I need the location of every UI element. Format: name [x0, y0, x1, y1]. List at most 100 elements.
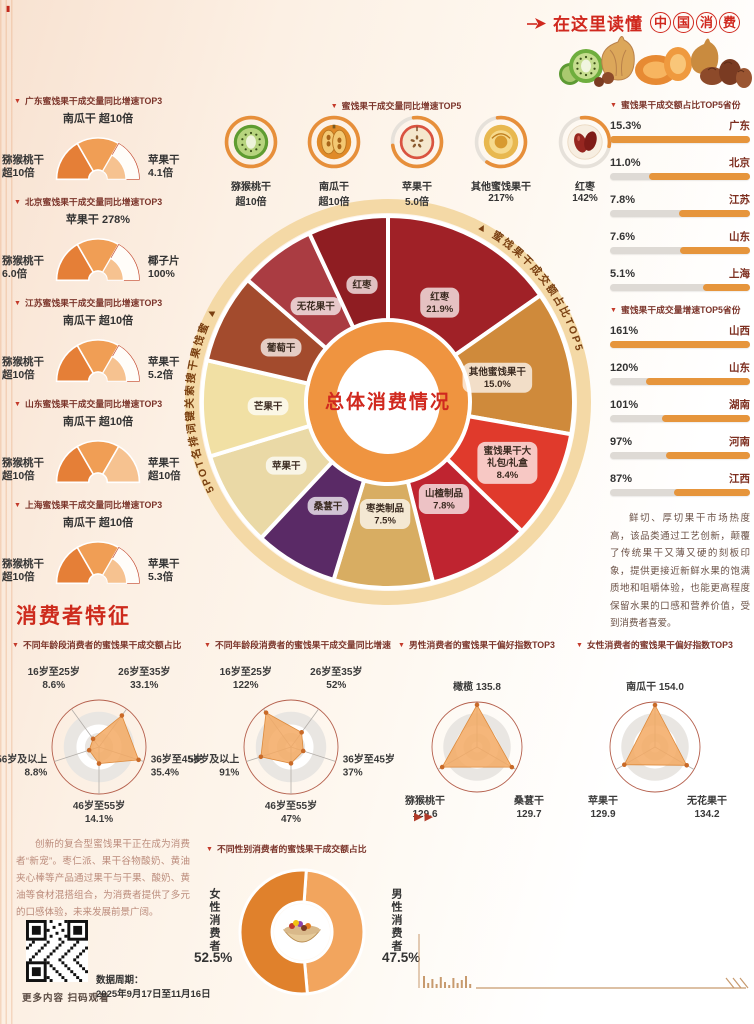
brand-character: 中: [650, 12, 671, 33]
masthead-brand: 中国消费: [648, 12, 740, 33]
bar-province: 山东: [729, 362, 750, 374]
bar-section-title: ▼ 蜜饯果干成交量增速TOP5省份: [610, 303, 750, 316]
svg-text:56岁及以上: 56岁及以上: [188, 753, 239, 766]
svg-text:14.1%: 14.1%: [85, 814, 113, 825]
bar-province: 山西: [729, 325, 750, 337]
growth-item-value: 217%: [488, 193, 514, 204]
gauge-chart: [55, 238, 140, 282]
radar-axis-label: 16岁至25岁 122%: [220, 665, 272, 691]
triangle-bullet-icon: ▼: [12, 642, 19, 649]
radar-axis-label: 36岁至45岁 37%: [343, 753, 395, 779]
svg-text:26岁至35岁: 26岁至35岁: [310, 665, 362, 678]
brand-character: 费: [719, 12, 740, 33]
pumpkin-illustration: [316, 124, 352, 160]
growth-top5-icon-row: 猕猴桃干 超10倍 南瓜干 超10倍 苹果干 5.0倍 其他蜜饯果干 217% 红枣 142%: [222, 113, 614, 208]
bar-value: 15.3%: [610, 120, 642, 132]
mixed-illustration: [483, 124, 519, 160]
paper-plane-arrow-icon: [527, 17, 546, 29]
pie-segment-label: 无花果干: [290, 297, 341, 316]
bar-value: 120%: [610, 362, 639, 374]
corner-mark: ▮: [6, 4, 11, 13]
bar-province: 江西: [729, 473, 750, 485]
gauge-top-label: 苹果干 278%: [65, 214, 131, 226]
brand-character: 国: [673, 12, 694, 33]
bar-fill: [680, 247, 750, 254]
section-title-text: 不同年龄段消费者的蜜饯果干成交量同比增速: [214, 640, 391, 650]
mixed-icon: [474, 115, 528, 169]
radar-axis-label: 桑葚干 129.7: [513, 794, 544, 820]
growth-item-value: 5.0倍: [405, 197, 429, 208]
bar-row-head: 11.0% 北京: [610, 155, 750, 170]
left-edge-decoration: [0, 0, 16, 1024]
province-bar-row: 87% 江西: [610, 471, 750, 496]
gauge-chart: [55, 541, 140, 585]
gauge-row: 猕猴桃干 超10倍 苹果干 5.2倍: [2, 330, 194, 384]
bar-province: 山东: [729, 231, 750, 243]
bar-fill: [703, 284, 750, 291]
gauge-chart: [55, 137, 140, 181]
radar-radar-male-pref: ▼ 男性消费者的蜜饯果干偏好指数TOP3 橄榄 135.8 桑葚干 129.7 猕猴桃干 1…: [388, 638, 566, 828]
svg-text:129.9: 129.9: [590, 809, 615, 820]
triangle-bullet-icon: ▼: [398, 642, 405, 649]
growth-item-mixed: 其他蜜饯果干 217%: [471, 113, 531, 208]
male-consumer-label: 男性消费者: [390, 888, 402, 953]
masthead: 在这里读懂 中国消费: [526, 10, 740, 35]
gauge-top-label: 南瓜干 超10倍: [62, 315, 134, 327]
radar-title: ▼ 不同年龄段消费者的蜜饯果干成交额占比: [12, 638, 194, 651]
svg-text:16岁至25岁: 16岁至25岁: [28, 665, 80, 678]
growth-item-pumpkin: 南瓜干 超10倍: [305, 113, 363, 208]
section-title-text: 广东蜜饯果干成交量同比增速TOP3: [24, 96, 163, 106]
province-bar-row: 101% 湖南: [610, 397, 750, 422]
qr-caption: 更多内容 扫码观看: [22, 993, 110, 1004]
growth-item-name: 南瓜干: [319, 182, 349, 193]
gauge-right-label: 苹果干 5.2倍: [148, 355, 180, 382]
bar-track: [610, 247, 750, 254]
gauge-top-label: 南瓜干 超10倍: [62, 517, 134, 529]
section-title-text: 男性消费者的蜜饯果干偏好指数TOP3: [408, 640, 555, 650]
bar-value: 97%: [610, 436, 633, 448]
barcode-decoration: [418, 934, 749, 989]
bar-fill: [610, 136, 750, 143]
svg-text:129.7: 129.7: [516, 809, 541, 820]
radar-axis-label: 56岁及以上 8.8%: [0, 753, 47, 779]
svg-text:苹果干: 苹果干: [588, 794, 618, 807]
svg-text:26岁至35岁: 26岁至35岁: [118, 665, 170, 678]
svg-text:122%: 122%: [233, 680, 259, 691]
apple-illustration: [399, 124, 435, 160]
bar-province: 北京: [729, 157, 750, 169]
svg-text:36岁至45岁: 36岁至45岁: [151, 753, 203, 766]
bar-fill: [645, 378, 750, 385]
triangle-bullet-icon: ▼: [14, 300, 21, 307]
kiwi-illustration: [233, 124, 269, 160]
bar-fill: [610, 341, 750, 348]
radar-axis-label: 南瓜干 154.0: [626, 680, 684, 693]
gauge-title: ▼ 山东蜜饯果干成交量同比增速TOP3: [14, 397, 194, 410]
bar-row-head: 101% 湖南: [610, 397, 750, 412]
bar-track: [610, 136, 750, 143]
bar-row-head: 7.6% 山东: [610, 229, 750, 244]
pumpkin-icon: [307, 115, 361, 169]
province-bar-row: 161% 山西: [610, 323, 750, 348]
svg-text:33.1%: 33.1%: [130, 680, 158, 691]
fruit-bowl-icon: [282, 920, 322, 943]
radar-chart-svg: 南瓜干 154.0 无花果干 134.2 苹果干 129.9: [588, 680, 727, 820]
radar-chart-svg: 16岁至25岁 122% 26岁至35岁 52% 36岁至45岁 37% 46岁至55岁 47…: [188, 665, 395, 825]
pie-segment-label: 红枣: [346, 275, 378, 294]
innovation-paragraph: 创新的复合型蜜饯果干正在成为消费者“新宠”。枣仁派、果干谷物酸奶、黄油夹心棒等产…: [16, 839, 190, 919]
svg-text:37%: 37%: [343, 768, 363, 779]
province-bar-row: 5.1% 上海: [610, 266, 750, 291]
growth-top5-title: ▼ 蜜饯果干成交量同比增速TOP5: [330, 101, 462, 111]
growth-item-name: 苹果干: [402, 182, 432, 193]
triangle-bullet-icon: ▼: [14, 98, 21, 105]
radar-radar-age-growth: ▼ 不同年龄段消费者的蜜饯果干成交量同比增速 16岁至25岁 122% 26岁至35岁 5…: [188, 638, 395, 828]
pie-segment-label: 桑葚干: [307, 496, 349, 515]
dried-fruits-illustration: [559, 36, 752, 88]
triangle-bullet-icon: ▼: [610, 307, 617, 314]
radar-axis-label: 46岁至55岁 47%: [265, 799, 317, 825]
svg-text:134.2: 134.2: [694, 809, 719, 820]
svg-text:蜜饯果干大: 蜜饯果干大: [484, 445, 532, 457]
triangle-bullet-icon: ▼: [14, 401, 21, 408]
province-bar-row: 11.0% 北京: [610, 155, 750, 180]
